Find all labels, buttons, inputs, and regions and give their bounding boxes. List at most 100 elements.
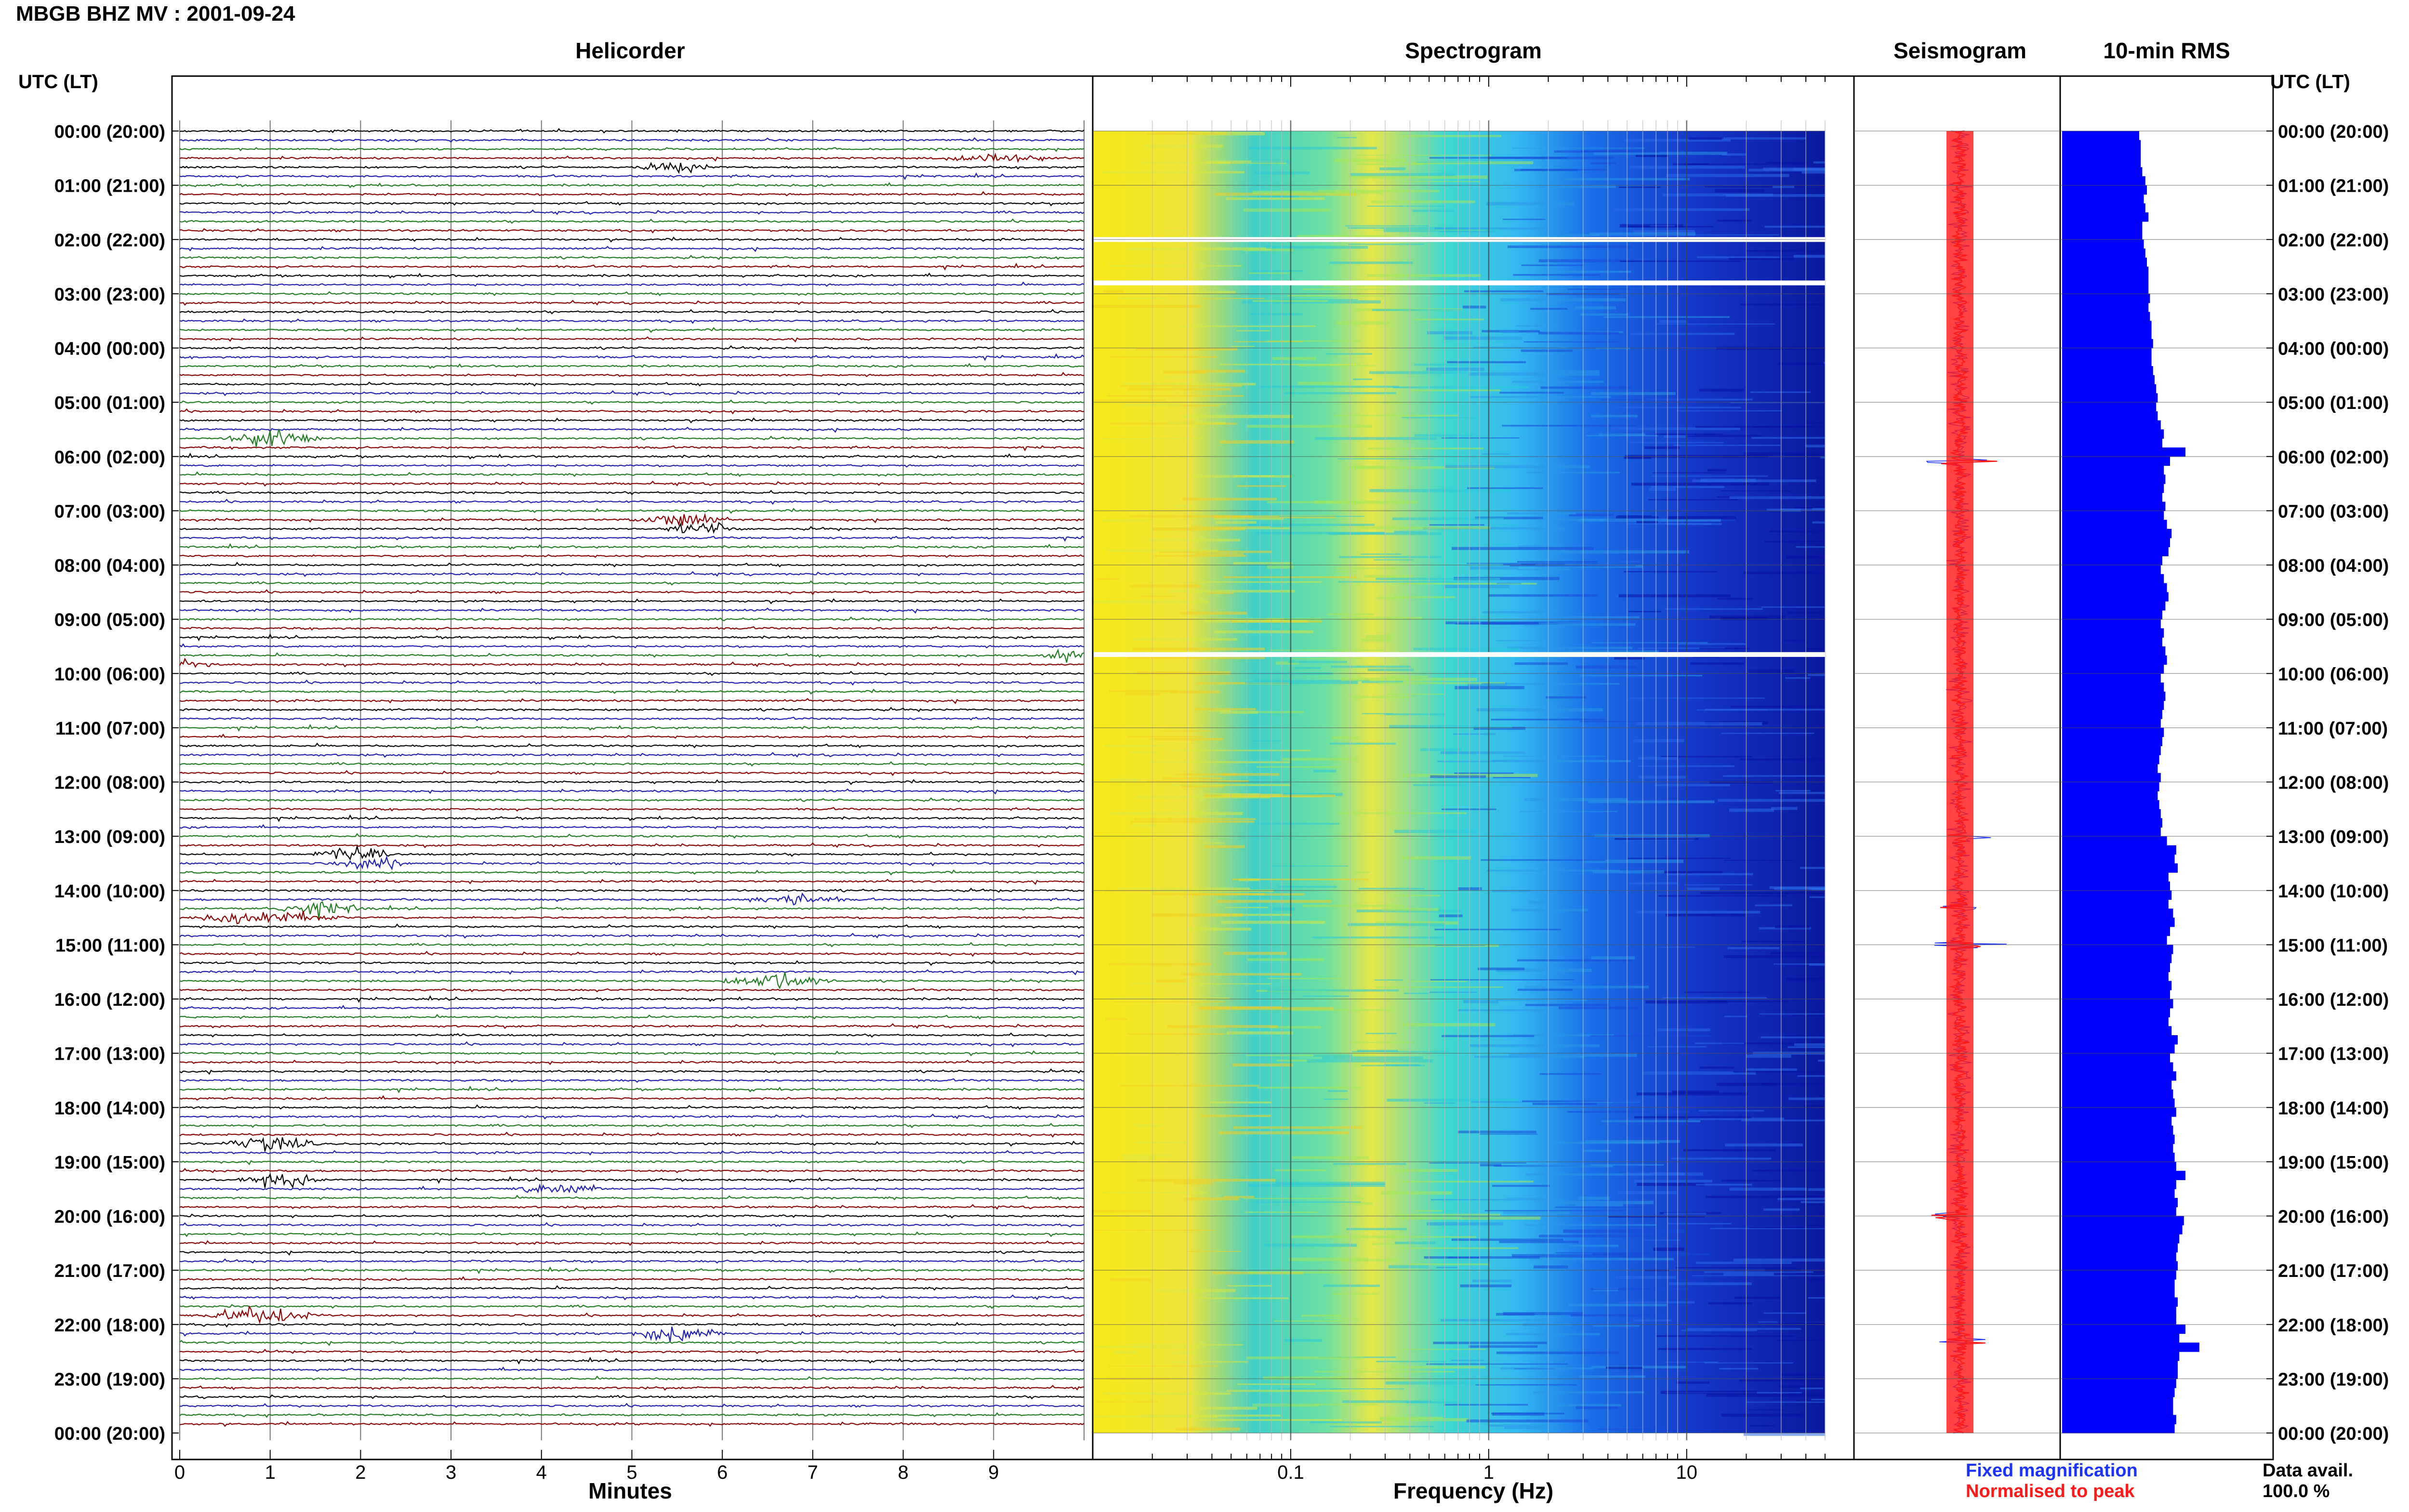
spectrogram-streak [1437, 761, 1580, 763]
spectrogram-streak [1715, 189, 1764, 193]
rms-bar [2062, 203, 2145, 213]
spectrogram-streak [1659, 320, 1687, 323]
rms-bar [2062, 1297, 2178, 1307]
spectrogram-streak [1710, 1228, 1825, 1229]
spectrogram-streak [1237, 1383, 1315, 1385]
spectrogram-streak [1803, 1105, 1825, 1108]
spectrogram-streak [1157, 230, 1190, 232]
spectrogram-streak [1662, 193, 1773, 197]
spectrogram-streak [1337, 567, 1403, 569]
spectrogram-streak [1233, 562, 1293, 565]
spectrogram-streak [1369, 371, 1467, 374]
rms-bar [2062, 492, 2162, 502]
rms-bar [2062, 456, 2170, 466]
spectrogram-streak [1667, 516, 1736, 520]
spectrogram-streak [1247, 425, 1372, 428]
spectrogram-streak [1318, 190, 1440, 193]
spectrogram-streak [1629, 442, 1724, 444]
spectrogram-streak [1191, 526, 1271, 527]
helicorder-trace [179, 833, 1085, 839]
spectrogram-streak [1277, 886, 1337, 888]
spectrogram-streak [1324, 1098, 1349, 1100]
spectrogram-streak [1221, 920, 1325, 924]
spectrogram-streak [1264, 1243, 1357, 1247]
spectrogram-streak [1774, 963, 1825, 965]
spectrogram-streak [1775, 790, 1811, 792]
spectrogram-streak [1367, 447, 1484, 449]
spectrogram-streak [1424, 1103, 1455, 1104]
rms-bar [2062, 501, 2166, 511]
spectrogram-streak [1662, 997, 1767, 999]
helicorder-trace [179, 657, 1085, 668]
helicorder-trace [179, 1349, 1085, 1354]
spectrogram-streak [1568, 1303, 1667, 1307]
rms-bar [2062, 1415, 2176, 1424]
spectrogram-streak [1403, 1023, 1496, 1026]
spectrogram-streak [1683, 1149, 1776, 1151]
helicorder-trace [179, 987, 1085, 993]
spectrogram-streak [1159, 551, 1272, 553]
rms-bar [2062, 565, 2161, 575]
spectrogram-streak [1372, 309, 1463, 311]
spectrogram-streak [1173, 1351, 1197, 1354]
spectrogram-streak [1503, 564, 1535, 565]
rms-bar [2062, 176, 2145, 186]
helicorder-trace [179, 844, 1085, 861]
helicorder-trace [179, 1356, 1085, 1365]
helicorder-trace [179, 408, 1085, 415]
spectrogram-streak [1328, 1090, 1348, 1092]
spectrogram-streak [1651, 475, 1768, 477]
spectrogram-streak [1391, 1366, 1486, 1368]
spectrogram-streak [1666, 914, 1746, 917]
spectrogram-streak [1502, 425, 1637, 427]
spectrogram-streak [1141, 161, 1231, 164]
spectrogram-streak [1290, 1009, 1394, 1011]
spectrogram-streak [1298, 381, 1353, 385]
time-tick-label-left: 09:00 (05:00) [54, 610, 165, 631]
rms-bar [2062, 818, 2162, 828]
spectrogram-streak [1101, 171, 1244, 174]
spectrogram-streak [1246, 1356, 1364, 1359]
time-tick-label-left: 10:00 (06:00) [54, 664, 165, 684]
spectrogram-streak [1492, 890, 1531, 892]
spectrogram-streak [1268, 340, 1362, 342]
spectrogram-streak [1150, 761, 1290, 763]
spectrogram-streak [1658, 1348, 1752, 1350]
spectrogram-streak [1610, 427, 1740, 430]
spectrogram-streak [1660, 1391, 1757, 1394]
spectrogram-streak [1338, 812, 1467, 815]
spectrogram-streak [1374, 559, 1414, 561]
spectrogram-streak [1704, 1271, 1813, 1273]
spectrogram-streak [1517, 959, 1632, 961]
rms-bar [2062, 800, 2159, 810]
rms-bar [2062, 972, 2169, 982]
spectrogram-streak [1234, 341, 1303, 342]
rms-bar [2062, 1197, 2178, 1208]
helicorder-trace [179, 1213, 1085, 1219]
time-tick-label-right: 02:00 (22:00) [2278, 230, 2389, 250]
spectrogram-streak [1729, 1187, 1807, 1191]
spectrogram-streak [1636, 911, 1760, 914]
rms-bar [2062, 1225, 2183, 1235]
helicorder-trace [179, 901, 1085, 920]
spectrogram-streak [1451, 1359, 1484, 1361]
spectrogram-streak [1627, 523, 1712, 525]
spectrogram-streak [1130, 584, 1200, 588]
spectrogram-streak [1516, 569, 1570, 570]
spectrogram-streak [1252, 270, 1303, 272]
spectrogram-streak [1345, 225, 1430, 227]
spectrogram-streak [1220, 364, 1357, 366]
time-tick-label-left: 20:00 (16:00) [54, 1207, 165, 1227]
spectrogram-streak [1741, 1119, 1825, 1122]
spectrogram-streak [1506, 1197, 1554, 1199]
spectrogram-streak [1601, 1120, 1701, 1122]
spectrogram-streak [1555, 1207, 1646, 1208]
spectrogram-streak [1117, 887, 1250, 890]
spectrogram-streak [1744, 452, 1825, 456]
spectrogram-streak [1315, 1404, 1378, 1406]
rms-bar [2062, 1342, 2199, 1352]
spectrogram-streak [1412, 161, 1534, 164]
rms-bar [2062, 574, 2164, 584]
spectrogram-streak [1657, 1028, 1710, 1031]
spectrogram-streak [1141, 595, 1177, 597]
